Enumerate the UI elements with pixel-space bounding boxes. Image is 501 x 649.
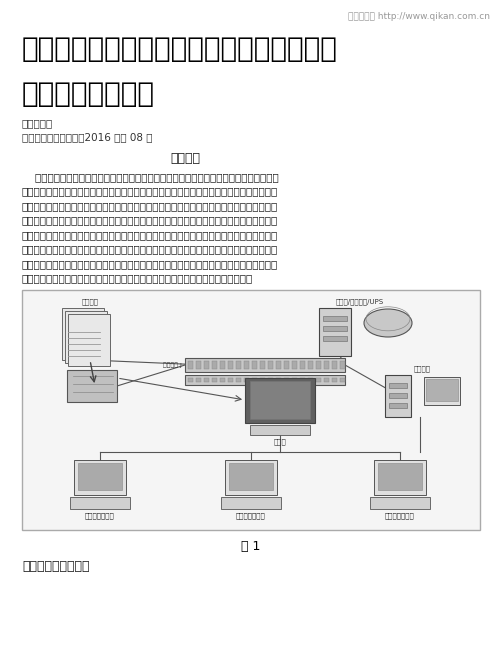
Bar — [308, 361, 313, 369]
Bar — [276, 361, 281, 369]
Bar — [227, 378, 232, 382]
Text: 浅谈民用航空航空情报动态信息管理系统常: 浅谈民用航空航空情报动态信息管理系统常 — [22, 35, 337, 63]
Bar — [318, 308, 350, 356]
Text: 来源：《中国新通信》2016 年第 08 期: 来源：《中国新通信》2016 年第 08 期 — [22, 132, 152, 142]
Text: 通告原始资料传递给内蒙古空管分局；组织实施本机场飞行前和飞行后航空情报服务；负责本: 通告原始资料传递给内蒙古空管分局；组织实施本机场飞行前和飞行后航空情报服务；负责… — [22, 215, 278, 225]
Bar — [322, 326, 346, 331]
Bar — [252, 361, 257, 369]
Text: 报文处理工作站: 报文处理工作站 — [235, 512, 266, 519]
Text: 系统管理: 系统管理 — [413, 365, 430, 372]
Bar — [388, 403, 406, 408]
Bar — [68, 314, 110, 366]
Bar — [260, 361, 265, 369]
Bar — [244, 378, 314, 423]
Bar — [211, 361, 216, 369]
Bar — [227, 361, 232, 369]
Bar — [22, 290, 479, 530]
Text: 本场飞行动态；负责协议航空公司的航务代理服务工作；收集、初步审核、上报本机场及与本: 本场飞行动态；负责协议航空公司的航务代理服务工作；收集、初步审核、上报本机场及与… — [22, 186, 278, 197]
Bar — [252, 378, 257, 382]
Bar — [373, 460, 425, 495]
Bar — [284, 378, 289, 382]
Bar — [211, 378, 216, 382]
Bar — [260, 378, 265, 382]
Bar — [243, 361, 248, 369]
Text: 分服务: 分服务 — [273, 438, 286, 445]
Bar — [300, 361, 305, 369]
Text: 报文处理工作站: 报文处理工作站 — [384, 512, 414, 519]
Bar — [339, 361, 344, 369]
Bar — [292, 378, 297, 382]
Bar — [339, 378, 344, 382]
Bar — [308, 378, 313, 382]
Bar — [322, 316, 346, 321]
Text: 仿服务器: 仿服务器 — [81, 299, 98, 305]
Bar — [292, 361, 297, 369]
Text: 见故障及排除方法: 见故障及排除方法 — [22, 80, 155, 108]
Bar — [388, 393, 406, 398]
Bar — [78, 463, 122, 490]
Bar — [220, 497, 281, 509]
Bar — [249, 425, 310, 435]
Bar — [331, 378, 336, 382]
Text: 仿服务器 J: 仿服务器 J — [163, 362, 182, 368]
Bar — [284, 361, 289, 369]
Bar — [268, 361, 273, 369]
Text: 告的查询服务。航空情报动态信息管理系统是航空情报自动化系统中的一个子系统。: 告的查询服务。航空情报动态信息管理系统是航空情报自动化系统中的一个子系统。 — [22, 273, 253, 284]
Bar — [235, 361, 240, 369]
Bar — [65, 311, 107, 363]
Text: 图 1: 图 1 — [241, 540, 260, 553]
Text: 一、引言: 一、引言 — [170, 152, 199, 165]
Bar — [188, 361, 192, 369]
Bar — [74, 460, 126, 495]
Bar — [322, 336, 346, 341]
Text: 务的全面完成。航空情报动态信息管理系统主要用于接收、处理和发布国内外航行通告、雪情: 务的全面完成。航空情报动态信息管理系统主要用于接收、处理和发布国内外航行通告、雪… — [22, 245, 278, 254]
Text: 呼伦贝尔空管站飞行服务业务隶属于空管站管制运行部管制室，主要负责向协议单位通报: 呼伦贝尔空管站飞行服务业务隶属于空管站管制运行部管制室，主要负责向协议单位通报 — [22, 172, 278, 182]
Bar — [276, 378, 281, 382]
Bar — [67, 370, 117, 402]
Bar — [203, 361, 208, 369]
Text: 二、常见故障及维修: 二、常见故障及维修 — [22, 560, 89, 573]
Bar — [388, 383, 406, 388]
Bar — [315, 378, 320, 382]
Bar — [188, 378, 192, 382]
Bar — [384, 375, 410, 417]
Bar — [249, 381, 310, 419]
Bar — [323, 361, 328, 369]
Text: 机场有关业务单位提供的航空情报原始资料；接收、处理航行通告并将有关海拉尔机场的航行: 机场有关业务单位提供的航空情报原始资料；接收、处理航行通告并将有关海拉尔机场的航… — [22, 201, 278, 211]
Bar — [243, 378, 248, 382]
Text: 服务器/磁盘阵列/UPS: 服务器/磁盘阵列/UPS — [335, 299, 383, 305]
Text: 报文处理工作站: 报文处理工作站 — [85, 512, 115, 519]
Bar — [300, 378, 305, 382]
Bar — [425, 379, 457, 401]
Bar — [331, 361, 336, 369]
Ellipse shape — [363, 309, 411, 337]
Bar — [235, 378, 240, 382]
Bar — [315, 361, 320, 369]
Bar — [219, 361, 224, 369]
Bar — [268, 378, 273, 382]
Bar — [185, 358, 344, 372]
Bar — [219, 378, 224, 382]
Bar — [203, 378, 208, 382]
Bar — [195, 378, 200, 382]
Bar — [377, 463, 421, 490]
Text: 通告及其它电报，并向航空公司、空中交通管制部门和其它用户提供飞行前资料公告和航行通: 通告及其它电报，并向航空公司、空中交通管制部门和其它用户提供飞行前资料公告和航行… — [22, 259, 278, 269]
Bar — [62, 308, 104, 360]
Bar — [423, 377, 459, 405]
Bar — [70, 497, 130, 509]
Text: 作者：王飞: 作者：王飞 — [22, 118, 53, 128]
Bar — [228, 463, 273, 490]
Bar — [195, 361, 200, 369]
Bar — [224, 460, 277, 495]
Text: 单位及本机场空中交通管理部门所需的航空资料、航空地图的管理和供应，保证本单位目标任: 单位及本机场空中交通管理部门所需的航空资料、航空地图的管理和供应，保证本单位目标… — [22, 230, 278, 240]
Bar — [323, 378, 328, 382]
Text: 龙源期刊网 http://www.qikan.com.cn: 龙源期刊网 http://www.qikan.com.cn — [347, 12, 489, 21]
Bar — [369, 497, 429, 509]
Bar — [185, 375, 344, 385]
